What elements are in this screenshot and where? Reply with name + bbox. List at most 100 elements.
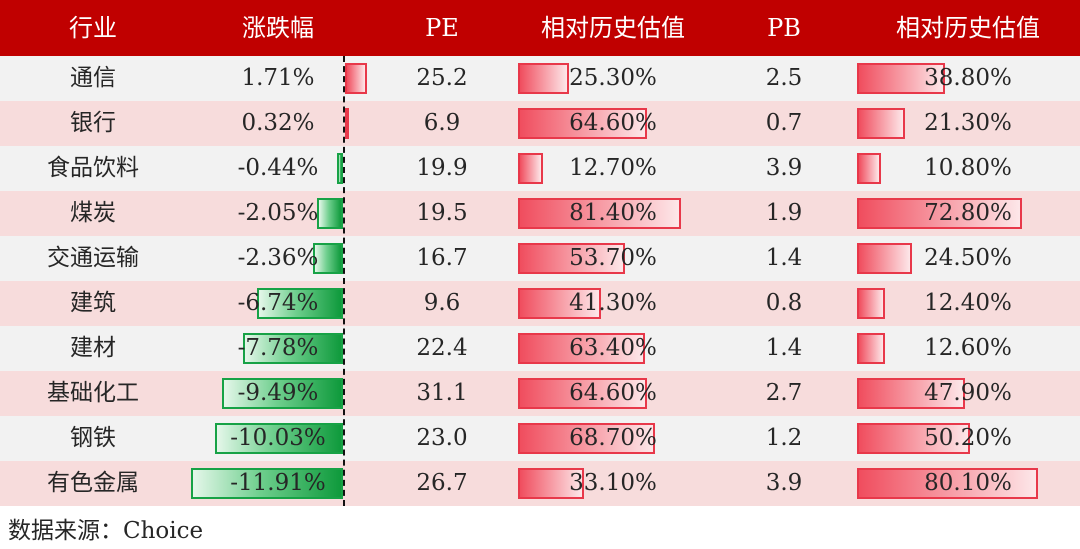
industry-label: 通信 (70, 65, 116, 91)
pe-value: 22.4 (416, 335, 468, 361)
industry-label: 银行 (70, 110, 116, 136)
pe-relative-label: 33.10% (569, 470, 657, 496)
pb-value: 1.9 (765, 200, 803, 226)
change-label: 1.71% (241, 65, 315, 91)
pb-relative-bar (857, 423, 971, 454)
change-label: -10.03% (230, 425, 326, 451)
pe-relative-bar (518, 108, 648, 139)
pe-relative-label: 63.40% (569, 335, 657, 361)
industry-label: 建筑 (70, 290, 116, 316)
pe-relative-bar (518, 288, 601, 319)
industry-label: 钢铁 (70, 425, 116, 451)
pe-relative-label: 68.70% (569, 425, 657, 451)
header-industry: 行业 (69, 14, 117, 42)
pb-value: 1.4 (765, 335, 803, 361)
change-bar (316, 198, 343, 229)
pb-relative-label: 10.80% (924, 155, 1012, 181)
change-label: -2.36% (237, 245, 319, 271)
pb-value: 2.7 (765, 380, 803, 406)
pb-value: 2.5 (765, 65, 803, 91)
change-bar (221, 378, 343, 409)
change-bar (214, 423, 343, 454)
pb-value: 0.7 (765, 110, 803, 136)
pe-value: 26.7 (416, 470, 468, 496)
table-row: 食品饮料 -0.44% 19.9 12.70% 3.9 10.80% (0, 146, 1080, 191)
table-row: 通信 1.71% 25.2 25.30% 2.5 38.80% (0, 56, 1080, 101)
change-bar (345, 108, 350, 139)
pe-relative-label: 25.30% (569, 65, 657, 91)
pb-relative-label: 24.50% (924, 245, 1012, 271)
pb-relative-bar (857, 288, 886, 319)
pb-value: 1.2 (765, 425, 803, 451)
pe-relative-bar (518, 333, 645, 364)
pe-relative-bar (518, 63, 569, 94)
industry-label: 煤炭 (70, 200, 116, 226)
change-bar (337, 153, 343, 184)
pb-value: 3.9 (765, 155, 803, 181)
pb-relative-bar (857, 333, 886, 364)
pe-value: 6.9 (423, 110, 461, 136)
change-bar (243, 333, 343, 364)
pe-value: 16.7 (416, 245, 468, 271)
pb-relative-label: 38.80% (924, 65, 1012, 91)
pe-value: 25.2 (416, 65, 468, 91)
pe-value: 23.0 (416, 425, 468, 451)
industry-label: 基础化工 (47, 380, 139, 406)
pe-value: 31.1 (416, 380, 468, 406)
pb-relative-label: 50.20% (924, 425, 1012, 451)
industry-label: 交通运输 (47, 245, 139, 271)
pb-value: 0.8 (765, 290, 803, 316)
header-pb-relative: 相对历史估值 (896, 14, 1040, 42)
table-row: 交通运输 -2.36% 16.7 53.70% 1.4 24.50% (0, 236, 1080, 281)
pe-relative-bar (518, 153, 544, 184)
change-label: -11.91% (230, 470, 326, 496)
change-label: -9.49% (237, 380, 319, 406)
change-bar (312, 243, 343, 274)
pe-relative-label: 64.60% (569, 380, 657, 406)
change-zero-axis (343, 56, 345, 506)
header-pe-relative: 相对历史估值 (541, 14, 685, 42)
change-label: -7.78% (237, 335, 319, 361)
header-change: 涨跌幅 (242, 14, 314, 42)
table-row: 建材 -7.78% 22.4 63.40% 1.4 12.60% (0, 326, 1080, 371)
pb-relative-bar (857, 63, 945, 94)
pb-relative-label: 12.60% (924, 335, 1012, 361)
industry-label: 建材 (70, 335, 116, 361)
valuation-table: 行业 涨跌幅 PE 相对历史估值 PB 相对历史估值 通信 1.71% 25.2 25… (0, 0, 1080, 506)
pb-relative-label: 80.10% (924, 470, 1012, 496)
change-bar (345, 63, 367, 94)
pb-relative-label: 12.40% (924, 290, 1012, 316)
pe-relative-label: 41.30% (569, 290, 657, 316)
pb-relative-label: 47.90% (924, 380, 1012, 406)
pe-value: 9.6 (423, 290, 461, 316)
pe-relative-bar (518, 468, 585, 499)
change-label: -2.05% (237, 200, 319, 226)
table-row: 建筑 -6.74% 9.6 41.30% 0.8 12.40% (0, 281, 1080, 326)
pe-relative-label: 12.70% (569, 155, 657, 181)
table-row: 煤炭 -2.05% 19.5 81.40% 1.9 72.80% (0, 191, 1080, 236)
table-row: 有色金属 -11.91% 26.7 33.10% 3.9 80.10% (0, 461, 1080, 506)
header-pe: PE (425, 14, 459, 42)
pe-relative-bar (518, 423, 656, 454)
pe-value: 19.9 (416, 155, 468, 181)
header-pb: PB (767, 14, 801, 42)
pe-relative-label: 53.70% (569, 245, 657, 271)
change-bar (190, 468, 343, 499)
industry-label: 有色金属 (47, 470, 139, 496)
change-label: 0.32% (241, 110, 315, 136)
pe-relative-label: 64.60% (569, 110, 657, 136)
pe-relative-bar (518, 198, 681, 229)
table-row: 银行 0.32% 6.9 64.60% 0.7 21.30% (0, 101, 1080, 146)
source-note: 数据来源：Choice (8, 518, 204, 544)
pb-value: 1.4 (765, 245, 803, 271)
pe-relative-bar (518, 243, 626, 274)
pb-relative-bar (857, 108, 906, 139)
change-bar (256, 288, 343, 319)
table-header: 行业 涨跌幅 PE 相对历史估值 PB 相对历史估值 (0, 0, 1080, 56)
pb-value: 3.9 (765, 470, 803, 496)
pb-relative-bar (857, 243, 913, 274)
pb-relative-label: 72.80% (924, 200, 1012, 226)
pb-relative-bar (857, 468, 1039, 499)
pe-relative-bar (518, 378, 648, 409)
pb-relative-label: 21.30% (924, 110, 1012, 136)
